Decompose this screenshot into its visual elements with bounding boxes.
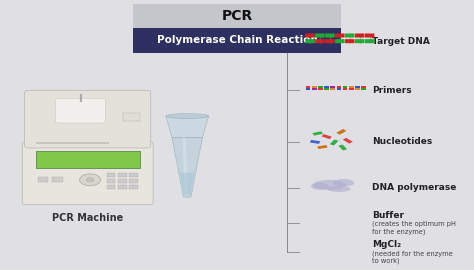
- Bar: [330, 86, 335, 88]
- Bar: [107, 185, 115, 189]
- Bar: [361, 86, 366, 88]
- Text: Primers: Primers: [372, 86, 412, 95]
- Bar: [118, 179, 127, 183]
- Text: Polymerase Chain Reaction: Polymerase Chain Reaction: [156, 35, 318, 46]
- Bar: [343, 138, 353, 144]
- Bar: [337, 88, 341, 90]
- Ellipse shape: [166, 114, 209, 119]
- FancyBboxPatch shape: [315, 33, 325, 38]
- Ellipse shape: [313, 180, 346, 190]
- Bar: [349, 88, 354, 90]
- Bar: [129, 179, 138, 183]
- FancyBboxPatch shape: [325, 39, 335, 43]
- Bar: [310, 140, 320, 144]
- Bar: [343, 88, 347, 90]
- FancyBboxPatch shape: [315, 39, 325, 43]
- Text: PCR Machine: PCR Machine: [52, 213, 123, 223]
- FancyBboxPatch shape: [325, 33, 335, 38]
- FancyBboxPatch shape: [305, 33, 315, 38]
- Text: Buffer: Buffer: [372, 211, 404, 220]
- Polygon shape: [180, 173, 194, 194]
- FancyBboxPatch shape: [133, 28, 341, 53]
- Bar: [321, 134, 332, 139]
- Bar: [129, 185, 138, 189]
- Bar: [38, 177, 48, 182]
- Bar: [36, 151, 140, 168]
- Bar: [118, 185, 127, 189]
- Bar: [330, 88, 335, 90]
- Polygon shape: [172, 138, 202, 197]
- FancyBboxPatch shape: [335, 33, 345, 38]
- Bar: [36, 142, 109, 144]
- FancyBboxPatch shape: [25, 90, 151, 148]
- Bar: [337, 86, 341, 88]
- Text: MgCl₂: MgCl₂: [372, 240, 401, 249]
- Text: (needed for the enzyme
to work): (needed for the enzyme to work): [372, 250, 453, 264]
- FancyBboxPatch shape: [345, 39, 355, 43]
- Bar: [355, 86, 360, 88]
- Bar: [361, 88, 366, 90]
- FancyBboxPatch shape: [345, 33, 355, 38]
- Polygon shape: [182, 138, 188, 192]
- FancyBboxPatch shape: [365, 39, 374, 43]
- Bar: [338, 144, 347, 150]
- Bar: [324, 88, 329, 90]
- Bar: [118, 173, 127, 177]
- FancyBboxPatch shape: [133, 4, 341, 28]
- Bar: [107, 179, 115, 183]
- Bar: [312, 88, 317, 90]
- Bar: [107, 173, 115, 177]
- Ellipse shape: [333, 179, 355, 187]
- Text: DNA polymerase: DNA polymerase: [372, 183, 456, 192]
- Bar: [306, 86, 310, 88]
- Ellipse shape: [327, 186, 351, 192]
- Bar: [317, 145, 328, 149]
- Bar: [129, 173, 138, 177]
- Bar: [337, 129, 346, 135]
- Text: Nucleotides: Nucleotides: [372, 137, 432, 146]
- Bar: [349, 86, 354, 88]
- Bar: [123, 113, 140, 121]
- Text: PCR: PCR: [221, 9, 253, 23]
- FancyBboxPatch shape: [22, 141, 153, 205]
- Text: Target DNA: Target DNA: [372, 37, 430, 46]
- FancyBboxPatch shape: [355, 39, 365, 43]
- Bar: [330, 140, 338, 146]
- Bar: [306, 88, 310, 90]
- Bar: [318, 86, 323, 88]
- FancyBboxPatch shape: [305, 39, 315, 43]
- Polygon shape: [166, 116, 209, 138]
- FancyBboxPatch shape: [335, 39, 345, 43]
- Bar: [312, 131, 323, 136]
- Bar: [312, 86, 317, 88]
- Text: (creates the optimum pH
for the enzyme): (creates the optimum pH for the enzyme): [372, 221, 456, 235]
- Ellipse shape: [311, 183, 329, 190]
- FancyBboxPatch shape: [355, 33, 365, 38]
- FancyBboxPatch shape: [55, 99, 106, 123]
- Circle shape: [86, 178, 94, 182]
- FancyBboxPatch shape: [365, 33, 374, 38]
- Circle shape: [80, 174, 100, 186]
- Bar: [318, 88, 323, 90]
- Bar: [343, 86, 347, 88]
- Bar: [324, 86, 329, 88]
- Bar: [52, 177, 63, 182]
- Bar: [355, 88, 360, 90]
